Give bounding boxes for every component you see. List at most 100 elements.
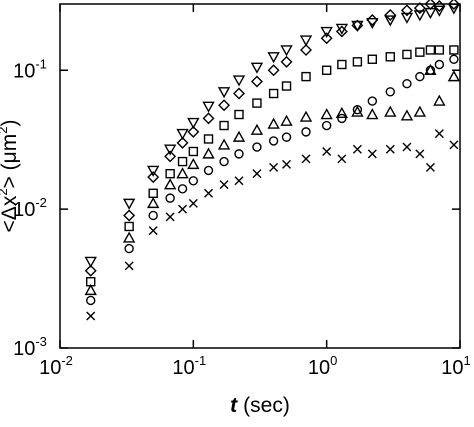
data-point (124, 261, 134, 271)
y-tick-exponent: -3 (35, 334, 47, 349)
data-point (384, 15, 397, 27)
data-point (367, 96, 378, 106)
data-point (320, 108, 333, 120)
y-axis-label-part: ) (0, 120, 21, 127)
data-point (204, 188, 214, 198)
data-point (321, 65, 332, 75)
data-point (148, 210, 158, 221)
data-point (337, 154, 347, 164)
data-point (232, 130, 246, 142)
x-tick-label: 100 (308, 353, 337, 379)
data-point (367, 149, 377, 159)
x-axis-label: t (sec) (230, 394, 290, 417)
data-point (366, 108, 379, 120)
data-point (233, 87, 245, 100)
data-point (322, 147, 332, 156)
data-point (384, 9, 397, 21)
data-point (188, 176, 199, 186)
data-point (203, 134, 214, 144)
data-point (447, 70, 461, 82)
data-point (449, 54, 459, 64)
x-tick-label: 10-2 (39, 353, 73, 379)
data-point (269, 162, 279, 172)
data-point (252, 142, 262, 152)
data-point (415, 149, 425, 159)
data-point (425, 45, 436, 55)
data-point (351, 105, 364, 117)
data-point (385, 144, 395, 154)
x-axis-label-var: t (230, 394, 238, 417)
data-point (268, 88, 279, 99)
data-point (425, 65, 436, 75)
data-point (123, 209, 136, 222)
data-point (424, 0, 437, 10)
data-point (280, 45, 293, 57)
data-point (267, 64, 280, 77)
data-point (434, 45, 445, 55)
y-axis-label-sup: 2 (0, 188, 10, 195)
data-point (187, 157, 200, 170)
data-point (301, 154, 311, 164)
data-point (352, 57, 363, 67)
data-point (188, 198, 198, 208)
data-point (86, 295, 96, 306)
data-point (320, 32, 333, 45)
data-point (335, 106, 349, 118)
data-point (176, 128, 189, 141)
data-point (434, 59, 445, 70)
data-point (449, 140, 459, 150)
data-point (165, 168, 175, 179)
x-tick-label: 10-1 (172, 353, 206, 379)
data-point (351, 19, 364, 32)
y-tick-exponent: -2 (35, 195, 47, 210)
data-point (366, 18, 379, 30)
data-point (281, 81, 292, 91)
x-tick-exponent: -2 (61, 353, 73, 368)
data-point (250, 75, 263, 88)
data-point (84, 264, 97, 277)
data-point (433, 0, 446, 13)
x-tick-base: 10 (39, 357, 61, 379)
data-point (415, 71, 425, 82)
data-point (218, 99, 231, 112)
data-point (219, 156, 229, 167)
data-point (337, 59, 347, 70)
y-tick-base: 10 (13, 199, 35, 221)
data-point (400, 109, 414, 121)
data-point (177, 184, 188, 194)
data-point (385, 87, 395, 97)
data-point (425, 162, 435, 172)
data-point (217, 87, 231, 99)
y-tick-exponent: -1 (35, 56, 47, 71)
data-point (282, 159, 292, 169)
data-point (300, 43, 313, 56)
data-point (178, 204, 188, 214)
data-point (188, 146, 199, 157)
data-point (280, 114, 293, 126)
data-point (147, 171, 160, 184)
data-point (299, 110, 313, 122)
data-point (148, 226, 158, 236)
data-point (163, 178, 177, 190)
data-point (202, 101, 215, 113)
data-point (203, 165, 214, 176)
data-point (187, 125, 200, 138)
data-point (433, 94, 446, 106)
data-point (384, 105, 397, 117)
data-point (84, 256, 97, 268)
plot-frame (59, 3, 461, 349)
data-point (219, 120, 229, 131)
data-point (147, 165, 160, 177)
data-point (433, 5, 446, 17)
data-point (250, 123, 264, 135)
data-point (320, 26, 333, 38)
data-point (366, 14, 379, 27)
y-tick-label: 10-3 (13, 334, 47, 360)
data-point (217, 138, 231, 150)
data-point (163, 144, 177, 156)
data-point (176, 167, 189, 179)
data-point (176, 136, 189, 149)
data-point (335, 25, 348, 38)
